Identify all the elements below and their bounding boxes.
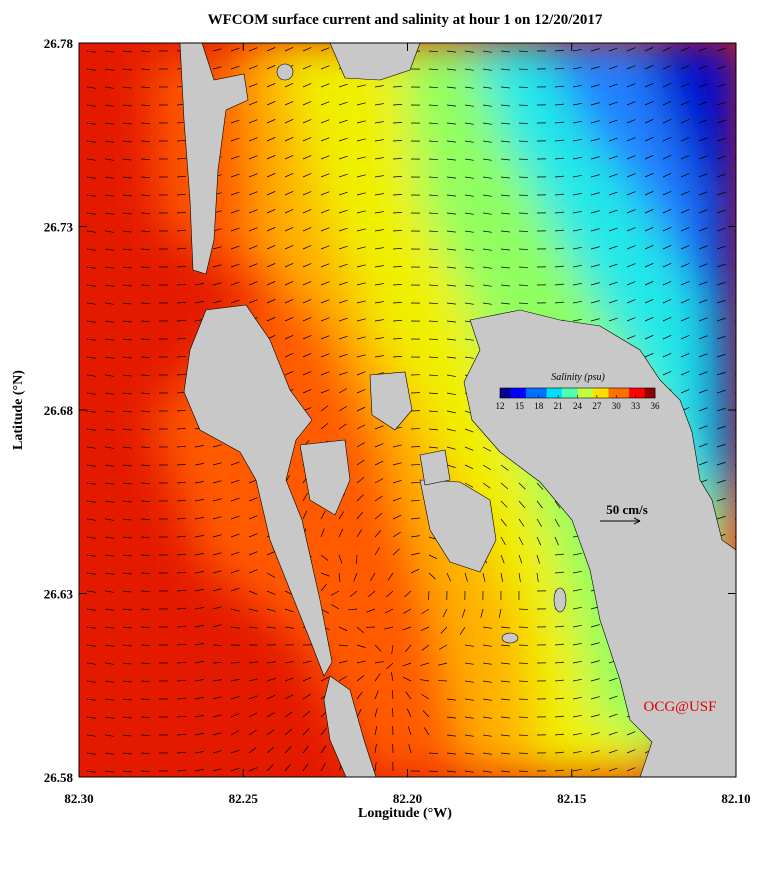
colorbar-cell <box>557 388 562 398</box>
colorbar-cell <box>619 388 624 398</box>
colorbar-cell <box>629 388 634 398</box>
colorbar-title: Salinity (psu) <box>551 372 605 383</box>
island <box>502 633 518 643</box>
colorbar-tick-label: 15 <box>515 401 525 411</box>
colorbar-cell <box>588 388 593 398</box>
x-axis-label: Longitude (°W) <box>358 806 452 821</box>
colorbar-cell <box>500 388 505 398</box>
x-tick-label: 82.15 <box>557 791 587 806</box>
colorbar-cell <box>634 388 639 398</box>
colorbar-cell <box>598 388 603 398</box>
colorbar-tick-label: 18 <box>534 401 544 411</box>
island <box>420 450 450 485</box>
colorbar-cell <box>572 388 577 398</box>
colorbar-tick-label: 33 <box>631 401 641 411</box>
y-axis-label: Latitude (°N) <box>11 370 26 450</box>
colorbar-cell <box>578 388 583 398</box>
x-tick-label: 82.20 <box>393 791 422 806</box>
scale-label: 50 cm/s <box>606 502 648 517</box>
y-tick-label: 26.68 <box>44 403 74 418</box>
credit: OCG@USF <box>643 699 716 715</box>
colorbar-tick-label: 30 <box>612 401 622 411</box>
colorbar-cell <box>640 388 645 398</box>
island <box>554 588 566 612</box>
colorbar-cell <box>547 388 552 398</box>
colorbar-tick-label: 21 <box>554 401 563 411</box>
colorbar-cell <box>510 388 515 398</box>
colorbar-cell <box>505 388 510 398</box>
colorbar-tick-label: 24 <box>573 401 583 411</box>
colorbar-cell <box>516 388 521 398</box>
colorbar-cell <box>552 388 557 398</box>
x-tick-label: 82.30 <box>64 791 93 806</box>
colorbar-cell <box>541 388 546 398</box>
y-tick-label: 26.73 <box>44 220 74 235</box>
colorbar-tick-label: 12 <box>496 401 505 411</box>
x-tick-label: 82.10 <box>721 791 750 806</box>
colorbar-cell <box>624 388 629 398</box>
title: WFCOM surface current and salinity at ho… <box>208 12 603 28</box>
colorbar-cell <box>526 388 531 398</box>
colorbar-cell <box>521 388 526 398</box>
colorbar-cell <box>531 388 536 398</box>
colorbar-cell <box>645 388 650 398</box>
colorbar-cell <box>562 388 567 398</box>
colorbar-cell <box>593 388 598 398</box>
colorbar-cell <box>650 388 655 398</box>
colorbar-tick-label: 36 <box>651 401 661 411</box>
colorbar-cell <box>603 388 608 398</box>
colorbar-cell <box>583 388 588 398</box>
x-tick-label: 82.25 <box>229 791 259 806</box>
y-tick-label: 26.58 <box>44 770 74 785</box>
colorbar-cell <box>567 388 572 398</box>
colorbar-cell <box>609 388 614 398</box>
y-tick-label: 26.78 <box>44 36 74 51</box>
salinity-field <box>79 40 744 777</box>
y-tick-label: 26.63 <box>44 587 74 602</box>
colorbar-tick-label: 27 <box>592 401 602 411</box>
island <box>277 64 293 80</box>
